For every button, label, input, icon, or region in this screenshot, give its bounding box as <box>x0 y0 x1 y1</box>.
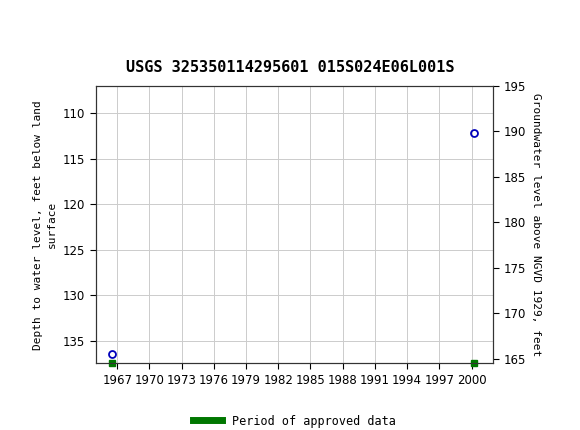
Y-axis label: Groundwater level above NGVD 1929, feet: Groundwater level above NGVD 1929, feet <box>531 93 541 356</box>
Legend: Period of approved data: Period of approved data <box>188 410 400 430</box>
Y-axis label: Depth to water level, feet below land
surface: Depth to water level, feet below land su… <box>34 100 57 350</box>
Text: ╲╳USGS: ╲╳USGS <box>14 10 92 31</box>
Text: USGS 325350114295601 015S024E06L001S: USGS 325350114295601 015S024E06L001S <box>126 60 454 75</box>
